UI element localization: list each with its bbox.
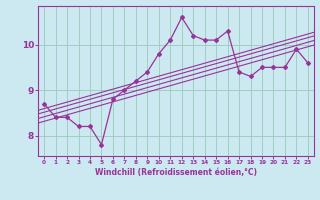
X-axis label: Windchill (Refroidissement éolien,°C): Windchill (Refroidissement éolien,°C) xyxy=(95,168,257,177)
